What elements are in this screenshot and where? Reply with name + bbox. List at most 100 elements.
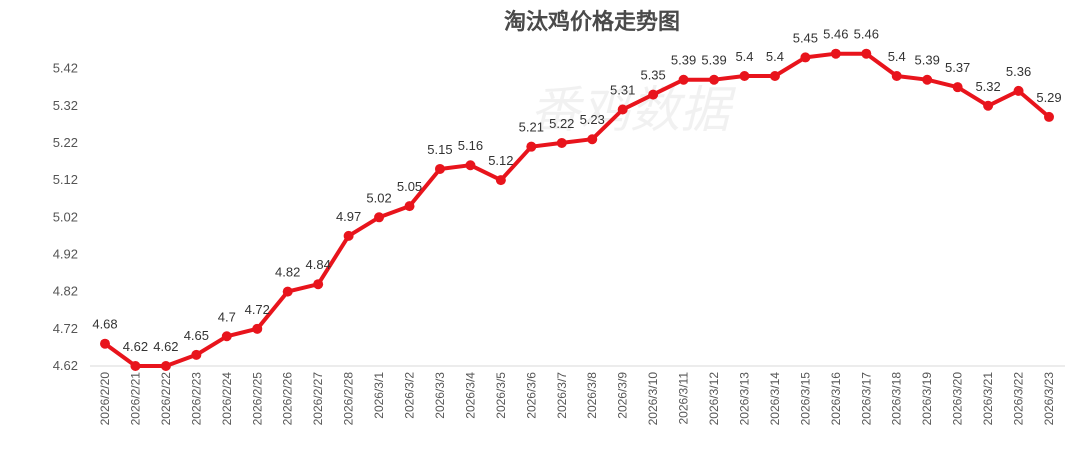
data-point: [343, 230, 354, 241]
x-tick-label: 2026/3/6: [524, 372, 538, 419]
data-label: 5.39: [671, 53, 696, 68]
y-tick-label: 4.72: [53, 321, 78, 336]
data-point: [800, 52, 811, 63]
data-label: 5.31: [610, 82, 635, 97]
x-tick-label: 2026/3/12: [707, 372, 721, 426]
x-tick-label: 2026/3/10: [646, 372, 660, 426]
x-tick-label: 2026/3/16: [829, 372, 843, 426]
data-label: 5.32: [975, 79, 1000, 94]
data-point: [252, 323, 263, 334]
x-tick-label: 2026/3/5: [494, 372, 508, 419]
x-tick-label: 2026/3/17: [859, 372, 873, 426]
y-tick-label: 4.92: [53, 246, 78, 261]
data-point: [160, 361, 171, 371]
data-label: 5.02: [366, 190, 391, 205]
x-tick-label: 2026/2/21: [128, 372, 142, 426]
y-tick-label: 5.42: [53, 61, 78, 76]
y-tick-label: 5.12: [53, 172, 78, 187]
data-point: [191, 349, 202, 360]
data-point: [587, 134, 598, 145]
data-label: 5.4: [766, 49, 784, 64]
data-point: [1044, 111, 1054, 122]
data-point: [313, 279, 324, 290]
x-tick-label: 2026/3/13: [737, 372, 751, 426]
x-tick-label: 2026/2/28: [342, 372, 356, 426]
x-tick-label: 2026/3/9: [616, 372, 630, 419]
x-tick-label: 2026/3/1: [372, 372, 386, 419]
chart-title: 淘汰鸡价格走势图: [504, 9, 680, 35]
x-tick-label: 2026/3/23: [1042, 372, 1056, 426]
data-label: 5.35: [640, 68, 665, 83]
data-label: 5.39: [701, 53, 726, 68]
data-point: [130, 361, 141, 371]
data-point: [100, 338, 110, 349]
x-tick-label: 2026/2/20: [98, 372, 112, 426]
x-tick-label: 2026/3/2: [403, 372, 417, 419]
data-label: 5.4: [735, 49, 753, 64]
data-label: 5.45: [793, 30, 818, 45]
data-label: 5.23: [580, 112, 605, 127]
x-tick-label: 2026/3/14: [768, 372, 782, 426]
data-point: [495, 175, 506, 186]
data-label: 4.68: [92, 317, 117, 332]
data-point: [221, 331, 232, 342]
data-label: 4.62: [123, 339, 148, 354]
data-point: [952, 82, 963, 93]
data-label: 5.22: [549, 116, 574, 131]
y-tick-label: 5.22: [53, 135, 78, 150]
x-tick-label: 2026/3/21: [981, 372, 995, 426]
x-axis: 2026/2/20 2026/2/21 2026/2/22 2026/2/23 2026…: [98, 372, 1056, 426]
data-label: 4.7: [218, 309, 236, 324]
data-label: 5.46: [854, 27, 879, 42]
data-label: 5.39: [915, 53, 940, 68]
data-label: 5.4: [888, 49, 906, 64]
y-tick-label: 5.32: [53, 98, 78, 113]
data-label: 5.37: [945, 60, 970, 75]
y-tick-label: 4.82: [53, 284, 78, 299]
data-labels: 4.68 4.62 4.62 4.65 4.7 4.72 4.82 4.84 4.97 5.02 5…: [92, 27, 1061, 354]
x-tick-label: 2026/2/24: [220, 372, 234, 426]
x-tick-label: 2026/3/22: [1012, 372, 1026, 426]
data-point: [465, 160, 476, 171]
data-point: [922, 74, 933, 85]
data-point: [556, 137, 567, 148]
x-tick-label: 2026/3/15: [798, 372, 812, 426]
data-label: 4.84: [306, 257, 331, 272]
x-tick-label: 2026/3/3: [433, 372, 447, 419]
data-point: [374, 212, 385, 223]
data-point: [648, 89, 659, 100]
y-tick-label: 5.02: [53, 209, 78, 224]
data-label: 4.65: [184, 328, 209, 343]
data-label: 5.15: [427, 142, 452, 157]
data-label: 5.36: [1006, 64, 1031, 79]
data-label: 5.21: [519, 120, 544, 135]
x-tick-label: 2026/2/22: [159, 372, 173, 426]
data-label: 5.12: [488, 153, 513, 168]
x-tick-label: 2026/3/7: [555, 372, 569, 419]
x-tick-label: 2026/2/27: [311, 372, 325, 426]
data-point: [861, 48, 872, 59]
data-point: [983, 100, 994, 111]
data-point: [709, 74, 720, 85]
x-tick-label: 2026/3/19: [920, 372, 934, 426]
y-axis: 4.62 4.72 4.82 4.92 5.02 5.12 5.22 5.32 5.42: [53, 61, 78, 373]
x-tick-label: 2026/2/25: [250, 372, 264, 426]
data-label: 4.97: [336, 209, 361, 224]
x-tick-label: 2026/2/26: [281, 372, 295, 426]
data-points: [100, 48, 1054, 371]
data-label: 5.05: [397, 179, 422, 194]
x-tick-label: 2026/3/8: [585, 372, 599, 419]
data-point: [282, 286, 293, 297]
x-tick-label: 2026/3/20: [951, 372, 965, 426]
x-tick-label: 2026/2/23: [189, 372, 203, 426]
data-point: [891, 71, 902, 82]
data-point: [769, 71, 780, 82]
x-tick-label: 2026/3/11: [677, 372, 691, 425]
data-label: 4.62: [153, 339, 178, 354]
data-label: 5.46: [823, 27, 848, 42]
data-point: [434, 163, 445, 174]
data-label: 5.29: [1036, 90, 1061, 105]
data-label: 4.82: [275, 265, 300, 280]
data-point: [830, 48, 841, 59]
